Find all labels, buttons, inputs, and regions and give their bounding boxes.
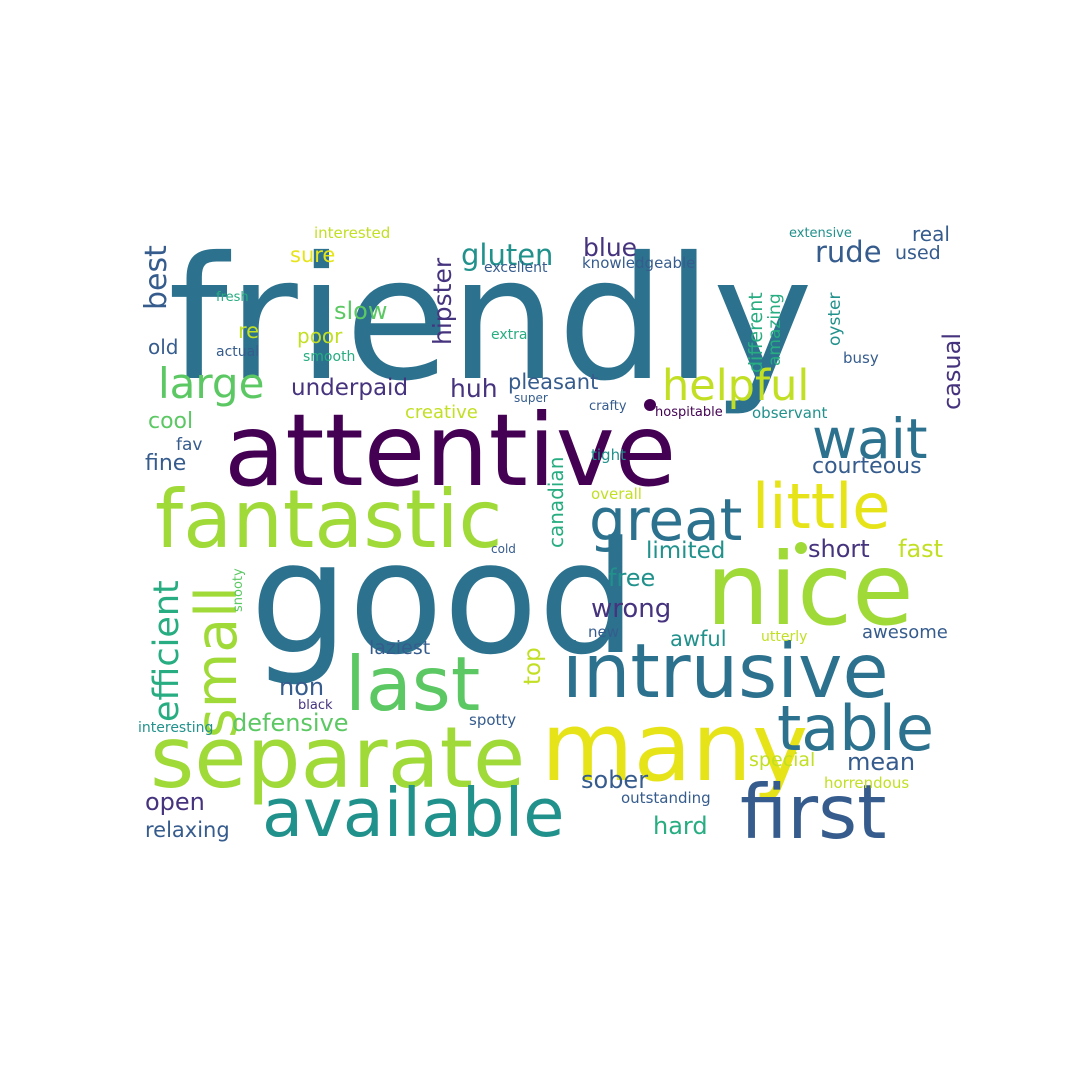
cloud-word-table: table bbox=[777, 692, 934, 765]
cloud-word-open: open bbox=[145, 788, 205, 816]
cloud-word-snooty: snooty bbox=[231, 568, 246, 612]
cloud-word-slow: slow bbox=[334, 297, 387, 325]
cloud-word-pleasant: pleasant bbox=[508, 370, 598, 394]
cloud-word-utterly: utterly bbox=[761, 629, 807, 645]
cloud-word-creative: creative bbox=[405, 402, 478, 423]
cloud-word-busy: busy bbox=[843, 349, 879, 367]
cloud-word-last: last bbox=[345, 640, 480, 728]
cloud-word-canadian: canadian bbox=[544, 457, 568, 548]
cloud-word-overall: overall bbox=[591, 485, 642, 503]
cloud-word-fav: fav bbox=[176, 435, 202, 455]
cloud-word-available: available bbox=[262, 774, 564, 852]
cloud-word-smooth: smooth bbox=[303, 349, 355, 365]
cloud-word-efficient: efficient bbox=[147, 580, 187, 722]
cloud-word-relaxing: relaxing bbox=[145, 818, 230, 842]
cloud-word-cool: cool bbox=[148, 409, 193, 434]
cloud-word-poor: poor bbox=[297, 324, 343, 348]
cloud-word-real: real bbox=[912, 222, 950, 246]
cloud-word-defensive: defensive bbox=[232, 709, 349, 737]
cloud-word-observant: observant bbox=[752, 404, 827, 422]
cloud-word-old: old bbox=[148, 335, 179, 359]
cloud-word-first: first bbox=[740, 768, 887, 856]
cloud-word-wrong: wrong bbox=[591, 594, 671, 624]
cloud-word-interested: interested bbox=[314, 224, 390, 242]
cloud-word-rude: rude bbox=[815, 235, 882, 269]
cloud-word-new: new bbox=[588, 623, 619, 641]
cloud-word-little: little bbox=[752, 470, 890, 543]
cloud-word-black: black bbox=[298, 698, 333, 713]
cloud-word-attentive: attentive bbox=[224, 392, 676, 509]
cloud-word-short: short bbox=[808, 535, 870, 563]
cloud-word-tight: tight bbox=[591, 446, 626, 464]
cloud-word-fresh: fresh bbox=[216, 290, 249, 305]
cloud-word-gluten: gluten bbox=[461, 238, 553, 272]
cloud-word-underpaid: underpaid bbox=[291, 375, 408, 401]
cloud-word-awful: awful bbox=[670, 627, 727, 651]
cloud-word-horrendous: horrendous bbox=[824, 774, 909, 792]
cloud-word-used: used bbox=[895, 242, 941, 264]
cloud-word-extensive: extensive bbox=[789, 226, 852, 241]
cloud-word-hard: hard bbox=[653, 812, 708, 840]
cloud-word-actual: actual bbox=[216, 344, 259, 360]
cloud-word-nice: nice bbox=[706, 531, 914, 648]
cloud-word-intrusive: intrusive bbox=[562, 627, 889, 715]
cloud-word-interesting: interesting bbox=[138, 720, 213, 736]
cloud-word-casual: casual bbox=[938, 333, 966, 410]
cloud-word-oyster: oyster bbox=[825, 293, 845, 346]
cloud-word-non: non bbox=[279, 673, 324, 701]
cloud-word-small: small bbox=[184, 586, 250, 738]
cloud-word-extra: extra bbox=[491, 327, 527, 343]
cloud-word-helpful: helpful bbox=[662, 361, 809, 411]
cloud-word-re: re bbox=[238, 319, 259, 343]
cloud-word-awesome: awesome bbox=[862, 622, 948, 643]
cloud-word-huh: huh bbox=[450, 374, 498, 403]
cloud-word-cold: cold bbox=[491, 542, 516, 556]
cloud-word-best: best bbox=[139, 245, 174, 310]
cloud-word-good: good bbox=[250, 508, 636, 689]
cloud-word-amazing: amazing bbox=[765, 293, 785, 366]
cloud-word-hipster: hipster bbox=[428, 257, 457, 345]
dot-mark bbox=[795, 542, 807, 554]
cloud-word-great: great bbox=[589, 486, 742, 554]
cloud-word-knowledgeable: knowledgeable bbox=[582, 254, 695, 272]
cloud-word-different: different bbox=[745, 292, 767, 373]
cloud-word-hospitable: hospitable bbox=[655, 405, 723, 420]
cloud-word-limited: limited bbox=[646, 538, 725, 564]
cloud-word-sober: sober bbox=[581, 766, 648, 794]
cloud-word-outstanding: outstanding bbox=[621, 789, 711, 807]
cloud-word-crafty: crafty bbox=[589, 399, 627, 414]
cloud-word-wait: wait bbox=[812, 407, 928, 471]
cloud-word-laziest: laziest bbox=[369, 637, 430, 659]
cloud-word-excellent: excellent bbox=[484, 260, 548, 276]
cloud-word-large: large bbox=[158, 359, 264, 408]
cloud-word-courteous: courteous bbox=[812, 454, 922, 479]
cloud-word-fine: fine bbox=[145, 451, 186, 476]
cloud-word-sure: sure bbox=[290, 243, 335, 267]
cloud-word-top: top bbox=[520, 647, 546, 685]
dot-mark bbox=[644, 399, 656, 411]
cloud-word-free: free bbox=[608, 564, 655, 592]
cloud-word-special: special bbox=[749, 749, 815, 771]
cloud-word-separate: separate bbox=[150, 709, 525, 808]
cloud-word-fast: fast bbox=[898, 535, 943, 563]
cloud-word-blue: blue bbox=[583, 233, 637, 262]
cloud-word-super: super bbox=[514, 391, 548, 405]
cloud-word-spotty: spotty bbox=[469, 711, 516, 729]
cloud-word-many: many bbox=[541, 693, 808, 803]
cloud-word-fantastic: fantastic bbox=[155, 473, 503, 566]
cloud-word-mean: mean bbox=[847, 748, 915, 776]
cloud-word-friendly: friendly bbox=[168, 221, 813, 419]
